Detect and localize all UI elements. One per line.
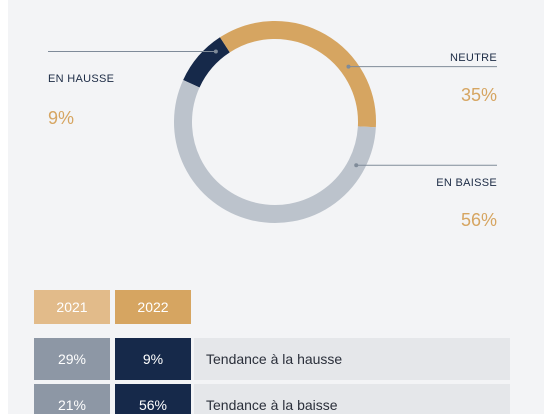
value-en-hausse: 9%	[48, 108, 75, 128]
header-2021: 2021	[34, 290, 110, 324]
row1-2022: 9%	[115, 338, 191, 380]
leader-en-hausse-dot	[213, 49, 218, 54]
slice-en-baisse	[174, 79, 376, 223]
row1-2021: 29%	[34, 338, 110, 380]
label-en-baisse: EN BAISSE	[436, 177, 497, 189]
row2-label: Tendance à la baisse	[194, 384, 510, 414]
leader-neutre-dot	[346, 64, 351, 69]
slice-neutre	[219, 21, 376, 128]
chart-panel: EN HAUSSE 9% NEUTRE 35% EN BAISSE 56% 20…	[8, 0, 544, 414]
label-neutre: NEUTRE	[449, 52, 497, 64]
header-2022: 2022	[115, 290, 191, 324]
slice-en-hausse	[183, 37, 231, 88]
row2-2021: 21%	[34, 384, 110, 414]
label-en-hausse: EN HAUSSE	[48, 73, 115, 85]
value-en-baisse: 56%	[460, 210, 497, 230]
value-neutre: 35%	[460, 85, 497, 105]
row2-2022: 56%	[115, 384, 191, 414]
leader-en-baisse-dot	[354, 163, 359, 168]
row1-label: Tendance à la hausse	[194, 338, 510, 380]
donut-chart	[48, 21, 497, 223]
